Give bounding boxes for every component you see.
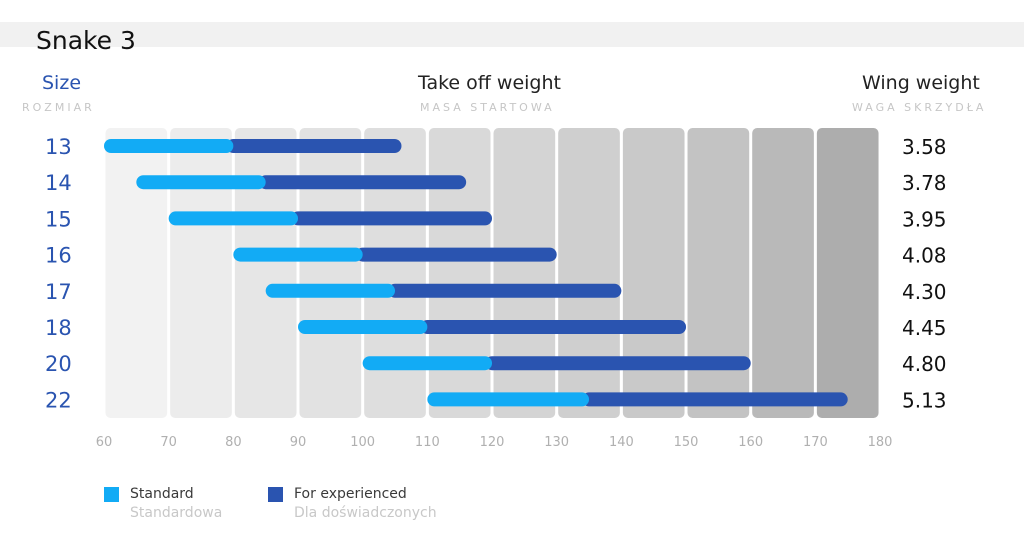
bar-experienced <box>485 356 751 371</box>
grid-column <box>622 128 685 418</box>
bar-experienced <box>355 247 557 262</box>
wing-weight-value: 3.78 <box>902 171 947 195</box>
grid-column <box>170 128 232 418</box>
wing-weight-header: Wing weight <box>862 72 980 94</box>
wing-weight-value: 4.80 <box>902 352 947 376</box>
grid-column <box>105 128 168 418</box>
chart-title: Snake 3 <box>36 26 136 55</box>
bar-experienced <box>420 320 687 334</box>
x-tick-label: 150 <box>674 435 699 450</box>
grid-column <box>364 128 426 418</box>
bar-experienced <box>291 211 493 226</box>
bar-standard <box>233 247 363 262</box>
bar-experienced <box>388 283 622 298</box>
takeoff-header: Take off weight <box>418 72 561 94</box>
bar-standard <box>104 139 234 153</box>
wing-weight-value: 5.13 <box>902 388 947 412</box>
wing-weight-value: 4.08 <box>902 244 947 268</box>
x-tick-label: 110 <box>415 435 440 450</box>
x-tick-label: 80 <box>225 435 242 450</box>
wing-weight-subheader: WAGA SKRZYDŁA <box>852 101 987 114</box>
bar-standard <box>265 283 396 298</box>
x-tick-label: 90 <box>290 435 307 450</box>
wing-weight-value: 4.30 <box>902 280 947 304</box>
grid-column <box>687 128 750 418</box>
bar-experienced <box>258 175 467 190</box>
bar-standard <box>136 175 266 190</box>
size-label: 22 <box>45 388 72 412</box>
legend-experienced-label: For experienced <box>294 486 407 502</box>
takeoff-subheader: MASA STARTOWA <box>420 101 555 114</box>
x-tick-label: 100 <box>350 435 375 450</box>
legend-experienced-swatch <box>268 487 283 502</box>
grid-column <box>428 128 491 418</box>
legend-standard-swatch <box>104 487 119 502</box>
size-header: Size <box>42 72 82 94</box>
size-label: 15 <box>45 207 72 231</box>
legend-experienced-sublabel: Dla doświadczonych <box>294 505 437 521</box>
bar-experienced <box>226 139 402 153</box>
x-tick-label: 160 <box>738 435 763 450</box>
size-label: 17 <box>45 280 72 304</box>
wing-weight-value: 3.58 <box>902 135 947 159</box>
size-label: 14 <box>45 171 72 195</box>
x-tick-label: 140 <box>609 435 634 450</box>
bar-standard <box>362 356 493 371</box>
legend-standard-label: Standard <box>130 486 194 502</box>
size-label: 16 <box>45 244 72 268</box>
x-tick-label: 130 <box>544 435 569 450</box>
grid-column <box>493 128 556 418</box>
bar-standard <box>168 211 299 226</box>
x-tick-label: 180 <box>868 435 893 450</box>
bar-experienced <box>582 392 848 407</box>
wing-weight-value: 3.95 <box>902 207 947 231</box>
size-label: 13 <box>45 135 72 159</box>
size-label: 20 <box>45 352 72 376</box>
grid-column <box>299 128 362 418</box>
x-tick-label: 120 <box>480 435 505 450</box>
size-label: 18 <box>45 316 72 340</box>
x-tick-label: 70 <box>160 435 177 450</box>
x-tick-label: 170 <box>803 435 828 450</box>
bar-standard <box>298 320 428 334</box>
grid-column <box>558 128 620 418</box>
bar-standard <box>427 392 590 407</box>
grid-column <box>234 128 297 418</box>
legend-standard-sublabel: Standardowa <box>130 505 223 521</box>
title-band: Snake 3 <box>0 22 1024 55</box>
grid-column <box>816 128 879 418</box>
grid-column <box>752 128 814 418</box>
x-tick-label: 60 <box>96 435 113 450</box>
size-subheader: ROZMIAR <box>22 101 95 114</box>
wing-weight-value: 4.45 <box>902 316 947 340</box>
